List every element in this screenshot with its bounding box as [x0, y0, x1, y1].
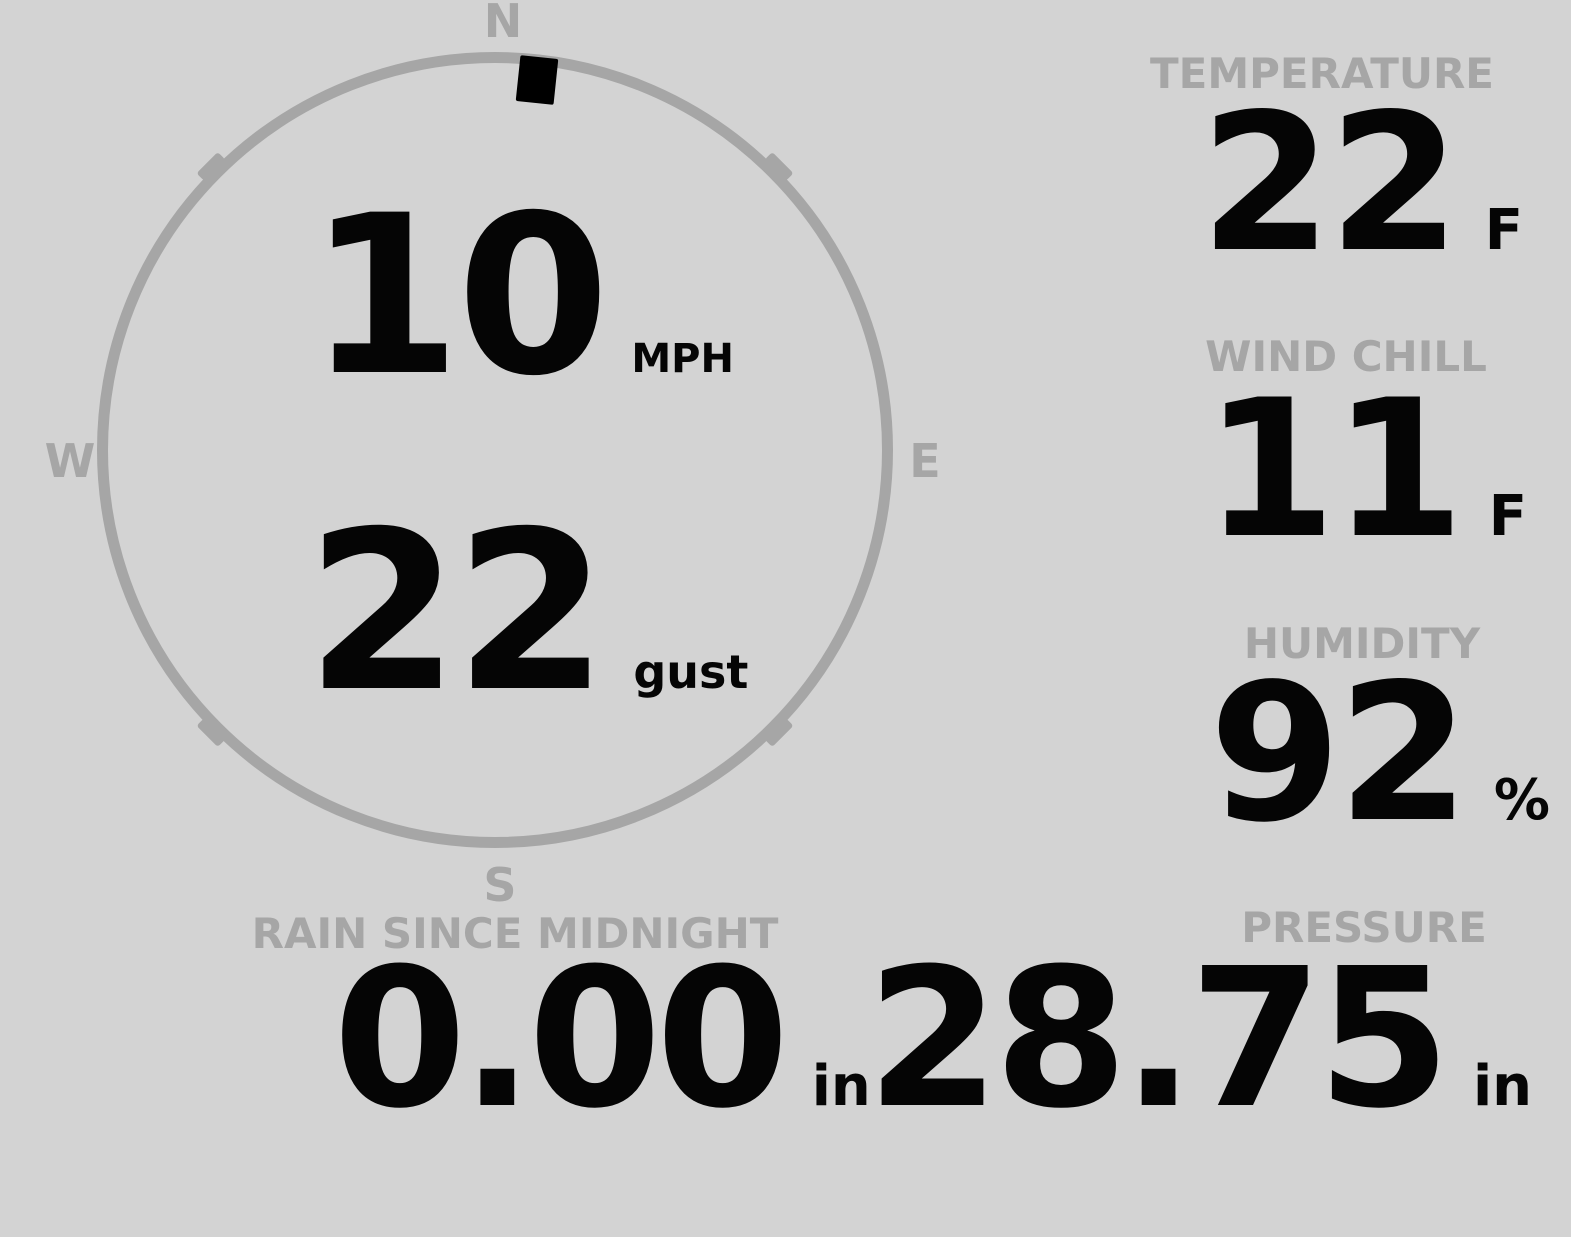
compass-ring — [97, 52, 893, 848]
humidity-label: HUMIDITY — [1243, 619, 1481, 668]
wind-speed-row: 10 MPH — [308, 186, 734, 406]
temperature-value: 22 — [1199, 73, 1461, 294]
compass-label-east: E — [909, 434, 941, 488]
temperature-row: 22 F — [1200, 89, 1523, 279]
pressure-label: PRESSURE — [1241, 903, 1487, 952]
compass-label-south: S — [483, 858, 517, 912]
pressure-value: 28.75 — [866, 928, 1450, 1151]
humidity-unit: % — [1493, 768, 1550, 833]
humidity-value: 92 — [1209, 643, 1470, 864]
wind-speed-value: 10 — [308, 168, 610, 424]
rain-since-midnight-label: RAIN SINCE MIDNIGHT — [251, 909, 779, 958]
temperature-label: TEMPERATURE — [1150, 49, 1494, 98]
wind-gust-row: 22 gust — [306, 502, 748, 722]
humidity-row: 92 % — [1209, 659, 1550, 849]
temperature-unit: F — [1484, 198, 1523, 263]
wind-direction-marker-icon — [515, 55, 559, 105]
wind-chill-value: 11 — [1203, 359, 1465, 580]
wind-chill-row: 11 F — [1204, 375, 1527, 565]
wind-gust-value: 22 — [306, 484, 608, 740]
compass-label-west: W — [44, 434, 96, 488]
wind-chill-label: WIND CHILL — [1205, 332, 1487, 381]
pressure-unit: in — [1472, 1054, 1532, 1119]
wind-speed-unit: MPH — [631, 336, 734, 382]
wind-chill-unit: F — [1488, 484, 1527, 549]
wind-gust-unit: gust — [633, 645, 749, 699]
rain-since-midnight-unit: in — [811, 1054, 871, 1119]
rain-since-midnight-value: 0.00 — [333, 928, 789, 1151]
rain-since-midnight-row: 0.00 in — [333, 944, 871, 1136]
pressure-row: 28.75 in — [866, 944, 1532, 1136]
compass-label-north: N — [483, 0, 523, 48]
